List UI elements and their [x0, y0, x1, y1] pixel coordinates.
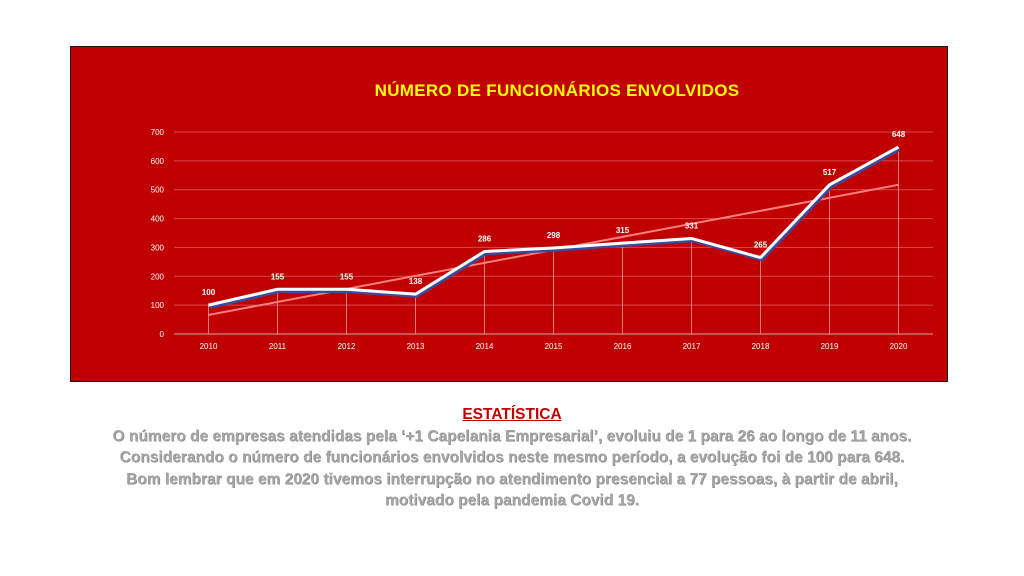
x-tick-label: 2019 — [821, 342, 839, 351]
y-tick-label: 700 — [151, 128, 165, 137]
x-tick-label: 2010 — [200, 342, 218, 351]
chart-title: NÚMERO DE FUNCIONÁRIOS ENVOLVIDOS — [374, 81, 740, 100]
data-label: 315 — [616, 226, 630, 235]
stats-heading: ESTATÍSTICA — [462, 406, 562, 423]
x-tick-label: 2018 — [752, 342, 770, 351]
x-tick-label: 2015 — [545, 342, 563, 351]
x-tick-label: 2017 — [683, 342, 701, 351]
data-label: 331 — [685, 221, 699, 230]
data-label: 648 — [892, 130, 906, 139]
y-tick-label: 100 — [151, 301, 165, 310]
stats-line-2: Considerando o número de funcionários en… — [119, 449, 905, 466]
series-line — [208, 145, 900, 307]
x-tick-label: 2011 — [269, 342, 287, 351]
stats-line-4: motivado pela pandemia Covid 19. — [384, 492, 640, 509]
x-tick-label: 2014 — [476, 342, 494, 351]
x-tick-label: 2016 — [614, 342, 632, 351]
x-tick-label: 2013 — [407, 342, 425, 351]
data-label: 100 — [202, 288, 216, 297]
y-tick-label: 200 — [151, 272, 165, 281]
stats-line-3: Bom lembrar que em 2020 tivemos interrup… — [126, 470, 898, 488]
y-tick-label: 300 — [151, 243, 165, 252]
data-label: 138 — [409, 277, 423, 286]
y-tick-label: 500 — [151, 186, 165, 195]
chart-panel: NÚMERO DE FUNCIONÁRIOS ENVOLVIDOS 0 100 20… — [70, 46, 948, 382]
series-line-shadow — [209, 147, 901, 309]
data-label: 155 — [340, 272, 354, 281]
data-label: 517 — [823, 168, 837, 177]
stats-line-1: O número de empresas atendidas pela ‘+1 … — [112, 427, 912, 445]
x-tick-label: 2012 — [338, 342, 356, 351]
data-label: 298 — [547, 231, 561, 240]
data-label: 265 — [754, 241, 768, 250]
y-tick-label: 600 — [151, 157, 165, 166]
line-chart: 0 100 200 300 400 500 600 700 2010 2011 2012 2013 20… — [151, 128, 933, 351]
y-tick-label: 0 — [160, 330, 165, 339]
data-label: 155 — [271, 272, 285, 281]
data-label: 286 — [478, 234, 492, 243]
x-tick-label: 2020 — [890, 342, 908, 351]
y-tick-label: 400 — [151, 215, 165, 224]
statistics-text-block: ESTATÍSTICA O número de empresas atendid… — [0, 404, 1024, 512]
